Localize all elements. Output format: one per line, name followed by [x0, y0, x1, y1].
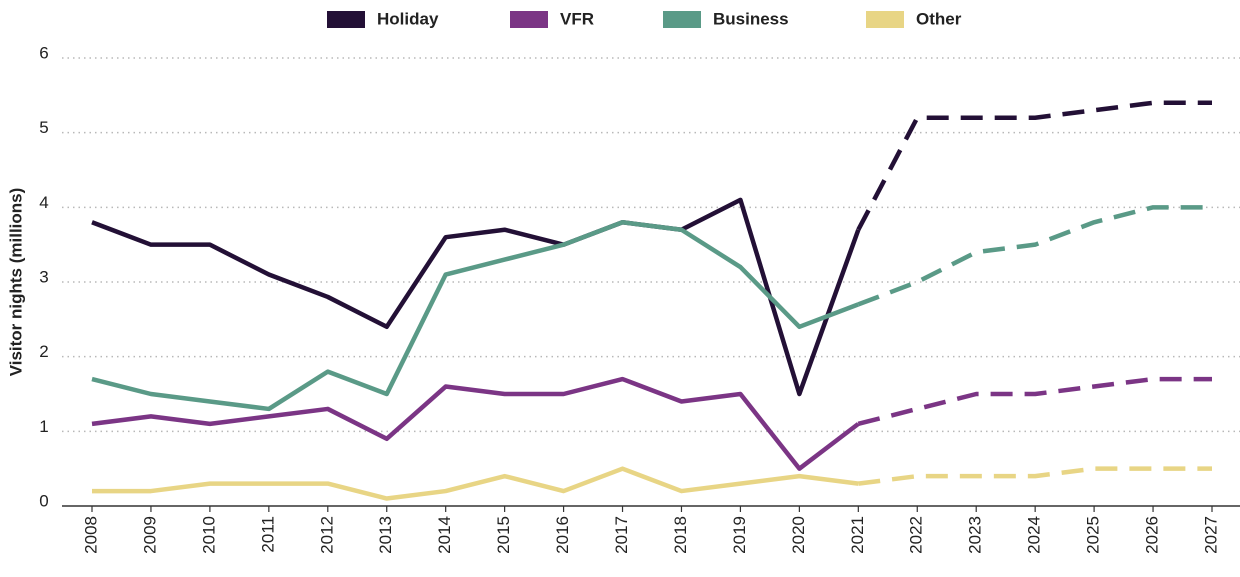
forecast-line	[857, 205, 1212, 307]
x-tick-label: 2026	[1143, 516, 1162, 554]
legend-label: Business	[713, 9, 789, 28]
x-tick-label: 2011	[258, 516, 277, 553]
x-tick-label: 2014	[435, 516, 454, 554]
legend-label: Other	[916, 9, 962, 28]
y-tick-label: 0	[39, 491, 48, 510]
y-tick-label: 5	[39, 118, 48, 137]
series-line	[91, 197, 861, 397]
x-tick-label: 2018	[671, 516, 690, 554]
legend-swatch	[510, 11, 548, 28]
legend-swatch	[663, 11, 701, 28]
x-tick-label: 2024	[1025, 516, 1044, 554]
x-tick-label: 2017	[612, 516, 631, 554]
x-tick-label: 2022	[907, 516, 926, 554]
series-line	[92, 466, 859, 501]
y-tick-label: 6	[39, 43, 48, 62]
y-tick-label: 1	[39, 417, 48, 436]
forecast-line	[858, 466, 1212, 486]
x-tick-label: 2012	[317, 516, 336, 554]
x-tick-label: 2027	[1201, 516, 1220, 554]
y-axis-label: Visitor nights (millions)	[6, 188, 25, 377]
y-tick-label: 4	[39, 193, 48, 212]
x-tick-label: 2015	[494, 516, 513, 554]
y-tick-label: 2	[39, 342, 48, 361]
x-tick-label: 2020	[789, 516, 808, 554]
x-tick-label: 2019	[730, 516, 749, 554]
x-tick-label: 2016	[553, 516, 572, 554]
x-tick-label: 2009	[140, 516, 159, 554]
x-tick-label: 2010	[199, 516, 218, 554]
forecast-line	[856, 100, 1212, 231]
x-tick-label: 2025	[1084, 516, 1103, 554]
series-line	[91, 220, 860, 412]
x-tick-label: 2008	[81, 516, 100, 554]
y-tick-label: 3	[39, 267, 48, 286]
x-tick-label: 2021	[848, 516, 867, 554]
x-tick-label: 2013	[376, 516, 395, 554]
x-tick-label: 2023	[966, 516, 985, 554]
legend-label: VFR	[560, 9, 594, 28]
forecast-line	[857, 376, 1212, 427]
legend-swatch	[327, 11, 365, 28]
series-line	[91, 376, 860, 471]
legend-label: Holiday	[377, 9, 439, 28]
legend-swatch	[866, 11, 904, 28]
